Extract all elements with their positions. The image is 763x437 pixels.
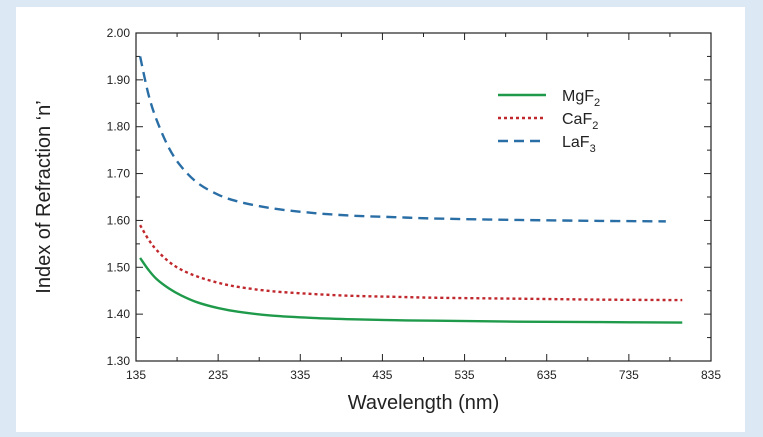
y-tick-label: 1.40 [107,307,131,321]
x-tick-label: 135 [126,368,146,382]
y-tick-label: 1.70 [107,167,131,181]
y-tick-label: 1.90 [107,73,131,87]
chart-panel: 135 235 335 435 535 635 735 835 1.30 1.40 1.50 1.6… [16,7,745,432]
legend-label-mgf2: MgF2 [562,88,600,109]
y-tick-label: 1.80 [107,120,131,134]
legend-label-laf3: LaF3 [562,134,596,155]
y-tick-label: 2.00 [107,26,131,40]
legend-label-caf2: CaF2 [562,111,598,132]
x-tick-label: 235 [208,368,228,382]
x-tick-label: 335 [290,368,310,382]
y-tick-label: 1.30 [107,354,131,368]
x-tick-label: 535 [455,368,475,382]
x-tick-label: 835 [701,368,721,382]
plot-area [135,32,712,362]
x-tick-label: 735 [619,368,639,382]
x-axis-title: Wavelength (nm) [348,392,500,414]
y-tick-label: 1.50 [107,260,131,274]
refractive-index-chart: 135 235 335 435 535 635 735 835 1.30 1.40 1.50 1.6… [33,26,721,414]
series-line-caf2 [139,224,683,302]
x-tick-label: 435 [372,368,392,382]
series-line-laf3 [138,56,666,223]
y-tick-label: 1.60 [107,213,131,227]
x-tick-label: 635 [537,368,557,382]
series-line-mgf2 [139,257,683,324]
y-axis-title: Index of Refraction ‘n’ [33,100,55,293]
